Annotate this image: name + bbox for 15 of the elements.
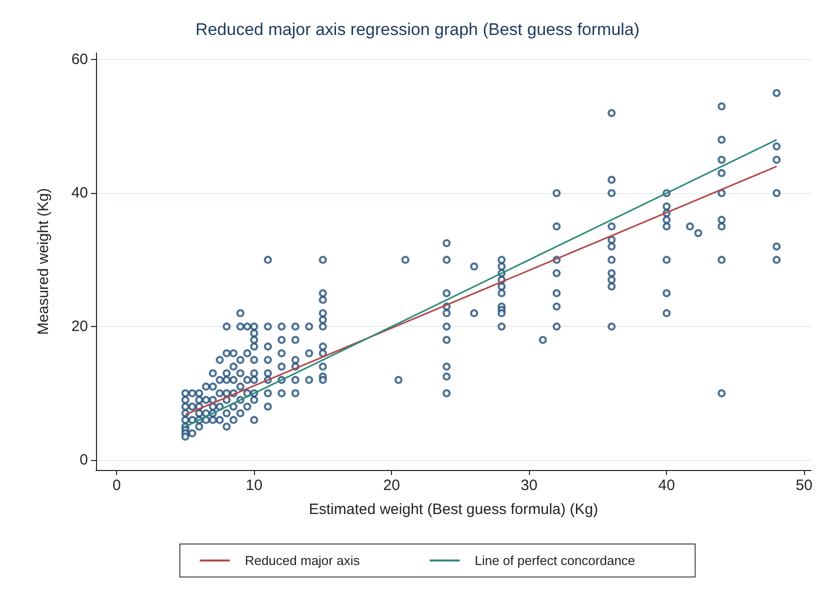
x-axis-title: Estimated weight (Best guess formula) (Kg) <box>308 501 598 518</box>
x-tick-label: 30 <box>520 477 538 494</box>
chart-title: Reduced major axis regression graph (Best guess formula) <box>195 20 640 39</box>
legend-label: Reduced major axis <box>244 553 360 568</box>
y-tick-label: 20 <box>71 318 88 336</box>
x-tick-label: 50 <box>796 477 812 494</box>
x-tick-label: 0 <box>112 477 121 494</box>
x-tick-label: 10 <box>246 477 262 494</box>
x-tick-label: 40 <box>658 477 675 494</box>
y-tick-label: 0 <box>80 451 88 468</box>
legend-label: Line of perfect concordance <box>474 553 636 568</box>
y-axis-title: Measured weight (Kg) <box>35 188 52 335</box>
y-tick-label: 60 <box>71 51 88 68</box>
x-tick-label: 20 <box>383 477 400 494</box>
y-tick-label: 40 <box>71 184 88 202</box>
